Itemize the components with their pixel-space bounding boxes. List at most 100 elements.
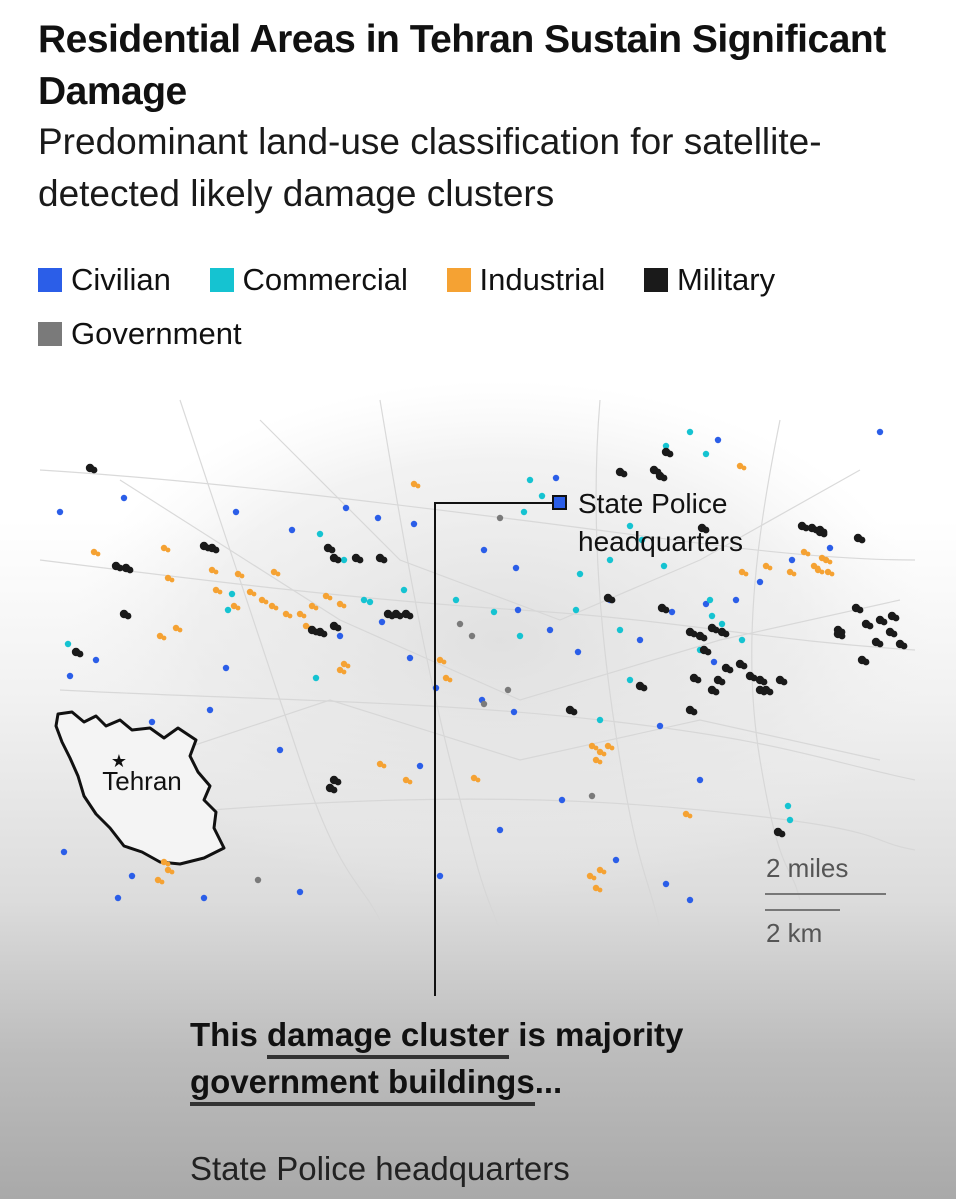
damage-cluster-marker bbox=[165, 547, 171, 553]
damage-cluster-marker bbox=[626, 676, 634, 684]
legend: Civilian Commercial Industrial Military … bbox=[38, 254, 918, 362]
legend-label: Military bbox=[676, 262, 776, 297]
damage-cluster-marker bbox=[322, 592, 330, 600]
chart-title: Residential Areas in Tehran Sustain Sign… bbox=[38, 18, 886, 113]
damage-cluster-marker bbox=[712, 688, 720, 696]
callout-label-line2: headquarters bbox=[578, 526, 743, 557]
damage-cluster-marker bbox=[604, 742, 612, 750]
damage-cluster-marker bbox=[330, 786, 338, 794]
damage-cluster-marker bbox=[213, 569, 219, 575]
damage-cluster-marker bbox=[736, 462, 744, 470]
scale-bar bbox=[765, 893, 886, 911]
callout-label: State Police headquarters bbox=[578, 488, 743, 557]
damage-cluster-marker bbox=[538, 492, 546, 500]
damage-cluster-marker bbox=[380, 556, 388, 564]
damage-cluster-marker bbox=[756, 578, 764, 586]
damage-cluster-marker bbox=[512, 564, 520, 572]
damage-cluster-marker bbox=[217, 589, 223, 595]
iran-inset: ★ Tehran bbox=[54, 710, 226, 866]
damage-cluster-marker bbox=[169, 577, 175, 583]
damage-cluster-marker bbox=[766, 688, 774, 696]
damage-cluster-marker bbox=[327, 595, 333, 601]
damage-cluster-marker bbox=[700, 634, 708, 642]
legend-label: Government bbox=[71, 316, 242, 351]
damage-cluster-marker bbox=[596, 748, 604, 756]
damage-cluster-marker bbox=[308, 602, 316, 610]
damage-cluster-marker bbox=[206, 706, 214, 714]
damage-cluster-marker bbox=[254, 876, 262, 884]
damage-cluster-marker bbox=[165, 861, 171, 867]
damage-cluster-marker bbox=[64, 640, 72, 648]
damage-cluster-marker bbox=[60, 848, 68, 856]
damage-cluster-marker bbox=[296, 888, 304, 896]
damage-cluster-marker bbox=[436, 872, 444, 880]
damage-cluster-marker bbox=[570, 708, 578, 716]
damage-cluster-marker bbox=[862, 658, 870, 666]
damage-cluster-marker bbox=[740, 662, 748, 670]
damage-cluster-marker bbox=[160, 858, 168, 866]
damage-cluster-marker bbox=[900, 642, 908, 650]
damage-cluster-marker bbox=[490, 608, 498, 616]
damage-cluster-marker bbox=[552, 474, 560, 482]
damage-cluster-marker bbox=[576, 570, 584, 578]
damage-cluster-marker bbox=[620, 470, 628, 478]
damage-cluster-marker bbox=[228, 590, 236, 598]
damage-cluster-marker bbox=[738, 568, 746, 576]
caption: State Police headquarters bbox=[190, 1150, 570, 1187]
damage-cluster-marker bbox=[406, 612, 414, 620]
damage-cluster-marker bbox=[660, 474, 668, 482]
damage-cluster-marker bbox=[345, 663, 351, 669]
damage-cluster-marker bbox=[718, 620, 726, 628]
damage-cluster-marker bbox=[340, 660, 348, 668]
damage-cluster-marker bbox=[263, 599, 269, 605]
damage-cluster-marker bbox=[702, 600, 710, 608]
iran-outline bbox=[54, 710, 226, 866]
damage-cluster-marker bbox=[114, 894, 122, 902]
damage-cluster-marker bbox=[786, 816, 794, 824]
callout-text-ellipsis: ... bbox=[534, 1063, 563, 1100]
damage-cluster-marker bbox=[320, 630, 328, 638]
damage-cluster-marker bbox=[239, 573, 245, 579]
damage-cluster-marker bbox=[858, 536, 866, 544]
legend-swatch-military bbox=[643, 268, 668, 292]
damage-cluster-marker bbox=[470, 774, 478, 782]
damage-cluster-marker bbox=[496, 514, 504, 522]
damage-cluster-marker bbox=[452, 596, 460, 604]
damage-cluster-marker bbox=[743, 571, 749, 577]
damage-cluster-marker bbox=[660, 562, 668, 570]
damage-cluster-marker bbox=[810, 562, 818, 570]
damage-cluster-marker bbox=[656, 722, 664, 730]
damage-cluster-marker bbox=[356, 556, 364, 564]
damage-cluster-marker bbox=[234, 570, 242, 578]
damage-cluster-marker bbox=[616, 626, 624, 634]
damage-cluster-marker bbox=[400, 586, 408, 594]
damage-cluster-marker bbox=[778, 830, 786, 838]
damage-cluster-marker bbox=[156, 632, 164, 640]
damage-cluster-marker bbox=[159, 879, 165, 885]
damage-cluster-marker bbox=[892, 614, 900, 622]
damage-cluster-marker bbox=[706, 596, 714, 604]
damage-cluster-marker bbox=[826, 544, 834, 552]
damage-cluster-marker bbox=[588, 792, 596, 800]
damage-cluster-marker bbox=[750, 674, 758, 682]
callout-highlight-damage-cluster: damage cluster bbox=[267, 1015, 510, 1059]
damage-cluster-marker bbox=[95, 551, 101, 557]
damage-cluster-marker bbox=[856, 606, 864, 614]
damage-cluster-marker bbox=[704, 648, 712, 656]
damage-cluster-marker bbox=[447, 677, 453, 683]
damage-cluster-marker bbox=[296, 610, 304, 618]
damage-cluster-marker bbox=[662, 442, 670, 450]
damage-cluster-marker bbox=[212, 546, 220, 554]
damage-cluster-marker bbox=[606, 556, 614, 564]
damage-cluster-marker bbox=[90, 548, 98, 556]
callout-leader: State Police headquarters bbox=[434, 488, 743, 996]
legend-swatch-civilian bbox=[38, 268, 62, 292]
damage-cluster-marker bbox=[802, 524, 810, 532]
damage-cluster-marker bbox=[520, 508, 528, 516]
damage-cluster-marker bbox=[442, 674, 450, 682]
damage-cluster-marker bbox=[160, 544, 168, 552]
damage-cluster-marker bbox=[696, 776, 704, 784]
damage-cluster-marker bbox=[402, 776, 410, 784]
damage-cluster-marker bbox=[714, 436, 722, 444]
damage-cluster-marker bbox=[514, 606, 522, 614]
